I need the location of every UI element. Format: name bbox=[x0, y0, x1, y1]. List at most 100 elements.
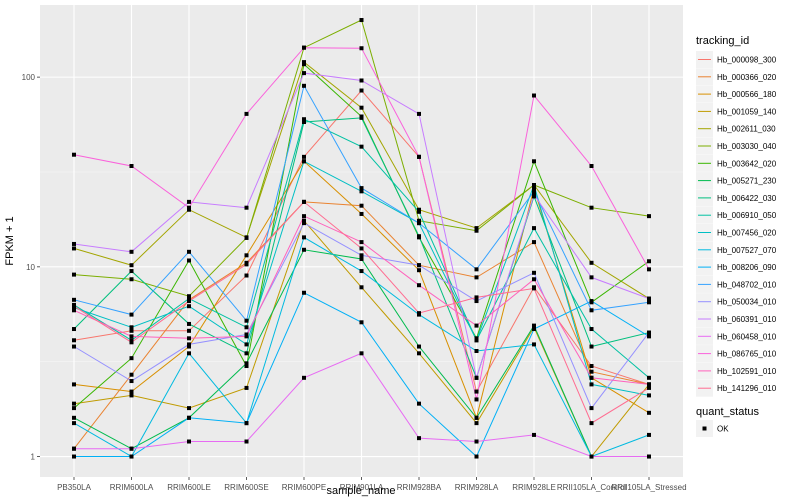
data-point bbox=[359, 78, 364, 83]
data-point bbox=[72, 241, 76, 246]
data-point bbox=[302, 120, 306, 125]
data-point bbox=[417, 268, 421, 273]
data-point bbox=[129, 454, 134, 459]
data-point bbox=[532, 182, 536, 187]
data-point bbox=[532, 286, 536, 291]
legend-item: Hb_003030_040 bbox=[696, 137, 777, 155]
data-point bbox=[647, 267, 651, 272]
y-tick-label: 100 bbox=[22, 73, 36, 82]
data-point bbox=[532, 192, 536, 197]
legend-item: Hb_001059_140 bbox=[696, 102, 777, 120]
legend-item: Hb_050034_010 bbox=[696, 293, 777, 311]
legend-label: Hb_001059_140 bbox=[717, 107, 777, 116]
data-point bbox=[302, 45, 306, 50]
data-point bbox=[647, 334, 651, 339]
legend-label: Hb_060391_010 bbox=[717, 315, 777, 324]
data-point bbox=[474, 267, 479, 272]
data-point bbox=[72, 327, 76, 332]
data-point bbox=[532, 277, 536, 282]
legend-label: Hb_003030_040 bbox=[717, 142, 777, 151]
x-tick-label: RRII105LA_Stressed bbox=[611, 483, 686, 492]
legend: tracking_id Hb_000098_300 Hb_000366_020 Hb… bbox=[696, 35, 777, 437]
data-point bbox=[417, 344, 421, 349]
data-point bbox=[72, 344, 76, 349]
data-point bbox=[129, 393, 134, 398]
legend-label: Hb_002611_030 bbox=[717, 125, 776, 134]
data-point bbox=[244, 361, 249, 366]
legend-item: Hb_000366_020 bbox=[696, 68, 777, 86]
data-point bbox=[359, 285, 364, 290]
data-point bbox=[359, 18, 364, 23]
data-point bbox=[72, 406, 76, 411]
data-point bbox=[417, 401, 421, 406]
data-point bbox=[129, 389, 134, 394]
data-point bbox=[474, 421, 479, 426]
data-point bbox=[187, 406, 191, 411]
data-point bbox=[474, 228, 479, 233]
data-point bbox=[474, 454, 479, 459]
legend-label: Hb_000366_020 bbox=[717, 73, 777, 82]
data-point bbox=[244, 364, 249, 369]
data-point bbox=[72, 152, 76, 157]
data-point bbox=[187, 415, 191, 420]
data-point bbox=[589, 364, 594, 369]
legend-item: Hb_048702_010 bbox=[696, 275, 777, 293]
data-point bbox=[359, 203, 364, 208]
data-point bbox=[244, 262, 249, 267]
data-point bbox=[302, 62, 306, 67]
legend-item: Hb_008206_090 bbox=[696, 258, 777, 276]
data-point bbox=[187, 296, 191, 301]
data-point bbox=[532, 240, 536, 245]
data-point bbox=[72, 382, 76, 387]
legend-label: Hb_000566_180 bbox=[717, 90, 777, 99]
data-point bbox=[302, 247, 306, 252]
data-point bbox=[417, 154, 421, 159]
data-point bbox=[302, 199, 306, 204]
data-point bbox=[72, 415, 76, 420]
data-point bbox=[72, 446, 76, 451]
data-point bbox=[187, 439, 191, 444]
legend-label: Hb_048702_010 bbox=[717, 280, 777, 289]
data-point bbox=[532, 323, 536, 328]
data-point bbox=[647, 259, 651, 264]
data-point bbox=[359, 115, 364, 120]
data-point bbox=[474, 389, 479, 394]
data-point bbox=[589, 299, 594, 304]
data-point bbox=[187, 304, 191, 309]
data-point bbox=[302, 159, 306, 164]
data-point bbox=[417, 311, 421, 316]
data-point bbox=[474, 323, 479, 328]
data-point bbox=[359, 253, 364, 258]
data-point bbox=[532, 327, 536, 332]
data-point bbox=[417, 351, 421, 356]
data-point bbox=[129, 249, 134, 254]
legend-item: Hb_141296_010 bbox=[696, 379, 777, 397]
data-point bbox=[589, 260, 594, 265]
data-point bbox=[129, 379, 134, 384]
data-point bbox=[72, 246, 76, 251]
data-point bbox=[589, 421, 594, 426]
shape-legend-title: quant_status bbox=[696, 406, 759, 418]
y-axis: 1 10 100 bbox=[22, 73, 40, 462]
legend-label: Hb_003642_020 bbox=[717, 159, 777, 168]
shape-legend-key-square bbox=[702, 426, 707, 431]
data-point bbox=[532, 159, 536, 164]
series-points bbox=[72, 18, 651, 459]
data-point bbox=[72, 338, 76, 343]
data-point bbox=[72, 454, 76, 459]
data-point bbox=[187, 207, 191, 212]
legend-item: Hb_002611_030 bbox=[696, 120, 776, 138]
x-tick-label: RRIM928LA bbox=[455, 483, 499, 492]
data-point bbox=[302, 375, 306, 380]
data-point bbox=[244, 351, 249, 356]
data-point bbox=[589, 375, 594, 380]
data-point bbox=[532, 432, 536, 437]
data-point bbox=[187, 344, 191, 349]
data-point bbox=[417, 209, 421, 214]
y-axis-title: FPKM + 1 bbox=[4, 216, 16, 265]
data-point bbox=[129, 164, 134, 169]
legend-item: Hb_000566_180 bbox=[696, 85, 777, 103]
x-axis: PB350LA RRIM600LA RRIM600LE RRIM600SE RRIM60… bbox=[57, 477, 687, 492]
data-point bbox=[532, 186, 536, 191]
data-point bbox=[474, 375, 479, 380]
